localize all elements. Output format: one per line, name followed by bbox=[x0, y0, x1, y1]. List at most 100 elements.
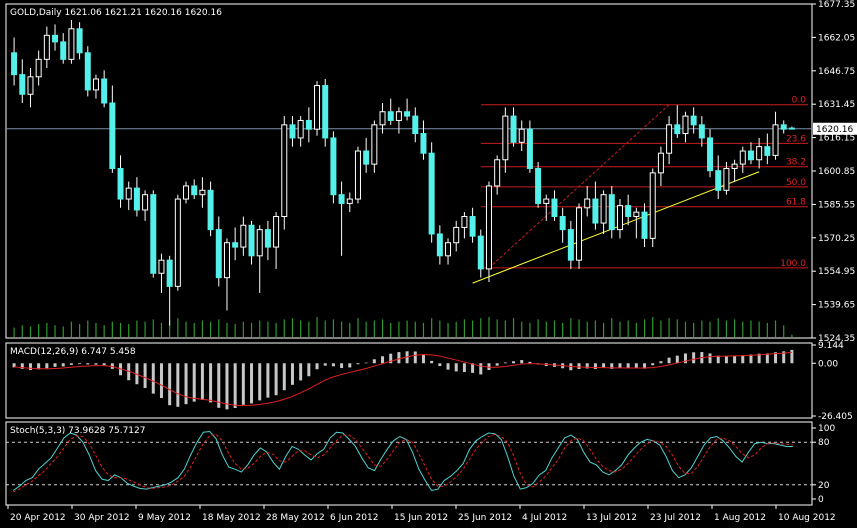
y-tick-label: 1600.85 bbox=[818, 167, 855, 177]
candle-bull bbox=[445, 242, 452, 257]
candle-bear bbox=[788, 127, 795, 130]
candle-bear bbox=[215, 229, 222, 279]
x-tick-label: 13 Jul 2012 bbox=[586, 513, 637, 523]
candle-bear bbox=[232, 242, 239, 248]
candle-bull bbox=[125, 187, 132, 200]
candle-bear bbox=[207, 189, 214, 231]
candle-bear bbox=[641, 211, 648, 239]
candle-bull bbox=[68, 28, 75, 60]
candle-bull bbox=[142, 194, 149, 211]
x-tick-label: 18 May 2012 bbox=[202, 513, 261, 523]
stoch-d-line bbox=[12, 433, 793, 493]
candle-bull bbox=[502, 115, 509, 161]
candle-bull bbox=[35, 58, 42, 78]
x-tick-label: 1 Aug 2012 bbox=[714, 513, 766, 523]
candle-bear bbox=[363, 150, 370, 165]
candle-bull bbox=[461, 216, 468, 228]
candle-bull bbox=[297, 119, 304, 139]
x-tick-label: 25 Jun 2012 bbox=[458, 513, 512, 523]
candle-bull bbox=[27, 76, 34, 95]
candle-bull bbox=[485, 185, 492, 270]
candle-bear bbox=[248, 224, 255, 257]
candle-bear bbox=[780, 124, 787, 130]
y-tick-label: 1524.35 bbox=[818, 334, 855, 344]
stoch-tick-label: 80 bbox=[818, 438, 830, 448]
candle-bear bbox=[264, 229, 271, 248]
candle-bear bbox=[338, 194, 345, 204]
candle-bull bbox=[158, 259, 165, 274]
last-price-label: 1620.16 bbox=[816, 125, 853, 135]
candle-bull bbox=[371, 124, 378, 165]
candle-bear bbox=[101, 78, 108, 104]
candle-bull bbox=[379, 111, 386, 126]
stoch-title: Stoch(5,3,3) 73.9628 75.7127 bbox=[10, 426, 145, 436]
x-tick-label: 9 May 2012 bbox=[138, 513, 191, 523]
x-tick-label: 15 Jun 2012 bbox=[394, 513, 448, 523]
x-tick-label: 20 Apr 2012 bbox=[10, 513, 66, 523]
candle-bear bbox=[60, 41, 67, 60]
stoch-tick-label: 0 bbox=[818, 495, 824, 505]
candle-bear bbox=[559, 216, 566, 231]
y-tick-label: 1677.35 bbox=[818, 0, 855, 10]
x-tick-label: 6 Jun 2012 bbox=[330, 513, 378, 523]
candle-bull bbox=[174, 198, 181, 287]
panel-frame-3 bbox=[5, 421, 813, 506]
chart-title: GOLD,Daily 1621.06 1621.21 1620.16 1620.… bbox=[10, 8, 222, 18]
candle-bull bbox=[453, 226, 460, 244]
candle-bear bbox=[420, 133, 427, 154]
fib-level-label: 23.6 bbox=[786, 134, 806, 144]
candle-bull bbox=[731, 163, 738, 169]
candle-bear bbox=[150, 194, 157, 274]
candle-bear bbox=[109, 102, 116, 169]
candle-bear bbox=[510, 115, 517, 143]
trendline bbox=[472, 171, 760, 284]
candle-bear bbox=[428, 152, 435, 235]
candle-bear bbox=[52, 34, 59, 43]
candle-bear bbox=[404, 111, 411, 117]
candle-bear bbox=[764, 146, 771, 156]
candle-bear bbox=[322, 85, 329, 139]
candle-bull bbox=[772, 124, 779, 156]
candle-bear bbox=[608, 194, 615, 231]
candle-bull bbox=[649, 172, 656, 239]
candle-bull bbox=[600, 194, 607, 224]
x-tick-label: 4 Jul 2012 bbox=[522, 513, 567, 523]
candle-bear bbox=[747, 150, 754, 161]
fib-level-label: 61.8 bbox=[786, 198, 806, 208]
macd-tick-label: 0.00 bbox=[818, 359, 838, 369]
candle-bear bbox=[289, 124, 296, 139]
candle-bear bbox=[19, 74, 26, 95]
candle-bear bbox=[477, 235, 484, 270]
candle-bear bbox=[117, 167, 124, 200]
candle-bear bbox=[11, 52, 18, 76]
fib-level-label: 0.0 bbox=[792, 96, 807, 106]
candle-bull bbox=[739, 150, 746, 165]
x-tick-label: 23 Jul 2012 bbox=[650, 513, 701, 523]
candle-bear bbox=[84, 52, 91, 91]
candle-bull bbox=[273, 216, 280, 248]
macd-signal-line bbox=[14, 351, 792, 407]
y-tick-label: 1646.75 bbox=[818, 67, 855, 77]
panel-frame-2 bbox=[5, 342, 813, 419]
candle-bear bbox=[412, 115, 419, 135]
candle-bear bbox=[305, 119, 312, 130]
candle-bull bbox=[657, 152, 664, 174]
macd-title: MACD(12,26,9) 6.747 5.458 bbox=[10, 347, 136, 357]
candle-bull bbox=[616, 205, 623, 231]
candle-bear bbox=[625, 205, 632, 218]
macd-tick-label: -26.405 bbox=[818, 412, 853, 422]
candle-bull bbox=[756, 146, 763, 161]
stoch-tick-label: 100 bbox=[818, 424, 835, 434]
fib-level-label: 100.0 bbox=[780, 259, 806, 269]
fib-diagonal bbox=[488, 104, 670, 269]
candle-bull bbox=[518, 128, 525, 143]
candle-bear bbox=[551, 198, 558, 218]
candle-bull bbox=[223, 242, 230, 279]
y-tick-label: 1570.25 bbox=[818, 234, 855, 244]
last-price-box bbox=[813, 122, 857, 135]
candle-bear bbox=[133, 187, 140, 211]
candle-bear bbox=[567, 229, 574, 261]
macd-tick-label: 9.144 bbox=[818, 341, 844, 351]
candle-bear bbox=[707, 137, 714, 172]
